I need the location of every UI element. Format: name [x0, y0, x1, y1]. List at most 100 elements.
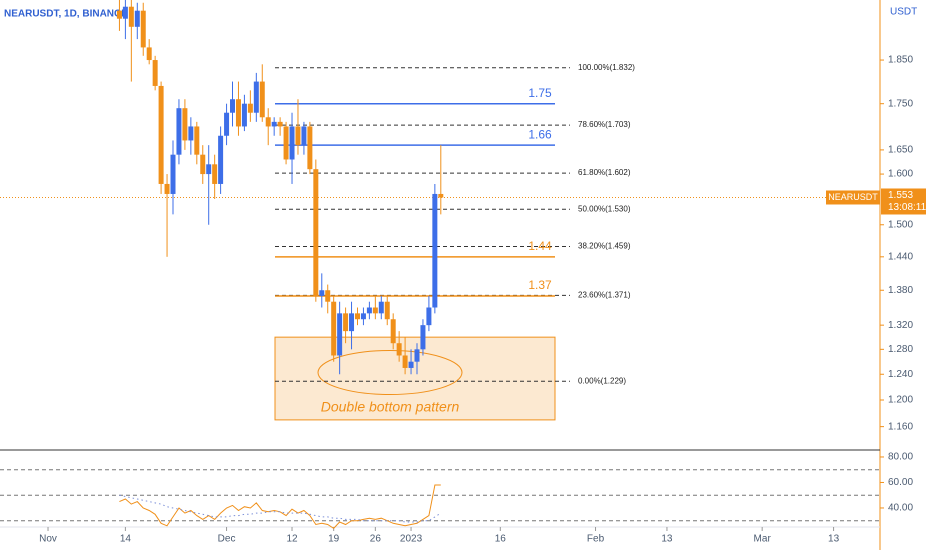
candle-body — [384, 301, 390, 320]
candle-body — [343, 313, 349, 332]
candle-body — [325, 290, 331, 302]
candle-body — [378, 301, 384, 314]
candle-body — [128, 6, 134, 27]
candle-body — [390, 319, 396, 344]
rsi-line — [119, 494, 442, 523]
candle-body — [158, 85, 164, 184]
candle-body — [360, 313, 366, 320]
candle-body — [230, 99, 236, 113]
rsi-y-tick-label: 40.00 — [888, 503, 913, 514]
candle-body — [253, 81, 259, 113]
candle-body — [194, 126, 200, 155]
candle-body — [349, 313, 355, 332]
candle-body — [200, 154, 206, 175]
price-tag: 1.553 — [888, 190, 913, 201]
x-tick-label: 2023 — [400, 534, 423, 545]
candle-body — [289, 126, 295, 160]
candle-body — [247, 103, 253, 113]
candle-body — [265, 117, 271, 127]
level-label: 1.37 — [528, 278, 552, 292]
candle-body — [283, 126, 289, 160]
candle-body — [241, 103, 247, 127]
candle-body — [301, 126, 307, 146]
fib-label: 50.00%(1.530) — [578, 204, 631, 213]
chart-title: NEARUSDT, 1D, BINANCE — [4, 9, 128, 20]
fib-label: 100.00%(1.832) — [578, 63, 635, 72]
fib-label: 38.20%(1.459) — [578, 242, 631, 251]
price-tag-bg — [881, 188, 926, 215]
y-tick-label: 1.160 — [888, 421, 913, 432]
candle-body — [313, 169, 319, 296]
candle-body — [170, 154, 176, 194]
candle-body — [366, 307, 372, 314]
candle-body — [295, 126, 301, 146]
x-tick-label: 14 — [120, 534, 132, 545]
candle-body — [224, 112, 230, 136]
candle-body — [122, 6, 128, 19]
x-tick-label: 13 — [661, 534, 673, 545]
y-tick-label: 1.380 — [888, 285, 913, 296]
y-tick-label: 1.600 — [888, 169, 913, 180]
candle-body — [164, 183, 170, 194]
candle-body — [420, 325, 426, 350]
y-tick-label: 1.280 — [888, 344, 913, 355]
candle-body — [396, 343, 402, 356]
rsi-y-tick-label: 80.00 — [888, 452, 913, 463]
level-label: 1.44 — [528, 239, 552, 253]
candle-body — [337, 313, 343, 356]
candle-body — [402, 355, 408, 368]
fib-label: 78.60%(1.703) — [578, 120, 631, 129]
candle-body — [206, 164, 212, 175]
candle-body — [259, 81, 265, 118]
y-tick-label: 1.240 — [888, 369, 913, 380]
candle-body — [188, 126, 194, 141]
candle-body — [140, 10, 146, 48]
y-tick-label: 1.500 — [888, 219, 913, 230]
candle-body — [414, 349, 420, 362]
candle-body — [235, 99, 241, 127]
x-tick-label: 19 — [328, 534, 340, 545]
candle-body — [218, 135, 224, 184]
candle-body — [331, 301, 337, 356]
level-label: 1.75 — [528, 86, 552, 100]
candle-body — [152, 60, 158, 86]
x-tick-label: 26 — [370, 534, 382, 545]
currency: USDT — [890, 7, 917, 18]
zone-label: Double bottom pattern — [321, 399, 460, 415]
candle-body — [271, 121, 277, 127]
candle-body — [319, 290, 325, 296]
candle-body — [134, 10, 140, 27]
pattern-ellipse — [317, 350, 463, 396]
symbol-tag-bg — [826, 190, 880, 205]
candle-body — [146, 47, 152, 61]
level-label: 1.66 — [528, 127, 552, 141]
fib-label: 0.00%(1.229) — [578, 376, 626, 385]
candle-body — [354, 313, 360, 320]
candle-body — [176, 108, 182, 155]
rsi-line — [119, 484, 441, 530]
candle-body — [432, 193, 438, 308]
countdown-tag: 13:08:11 — [888, 202, 927, 213]
candle-body — [372, 307, 378, 314]
candle-body — [408, 361, 414, 368]
x-tick-label: 16 — [495, 534, 507, 545]
fib-label: 61.80%(1.602) — [578, 168, 631, 177]
y-tick-label: 1.850 — [888, 55, 913, 66]
x-tick-label: Nov — [39, 534, 57, 545]
candle-body — [438, 193, 444, 198]
x-tick-label: 13 — [828, 534, 840, 545]
x-tick-label: 12 — [286, 534, 298, 545]
symbol-tag: NEARUSDT — [828, 192, 878, 202]
y-tick-label: 1.440 — [888, 251, 913, 262]
y-tick-label: 1.650 — [888, 145, 913, 156]
candle-body — [426, 307, 432, 326]
candle-body — [277, 121, 283, 127]
x-tick-label: Dec — [218, 534, 236, 545]
x-tick-label: Mar — [754, 534, 772, 545]
candle-body — [212, 164, 218, 184]
y-tick-label: 1.750 — [888, 98, 913, 109]
x-tick-label: Feb — [587, 534, 605, 545]
candle-body — [307, 126, 313, 170]
